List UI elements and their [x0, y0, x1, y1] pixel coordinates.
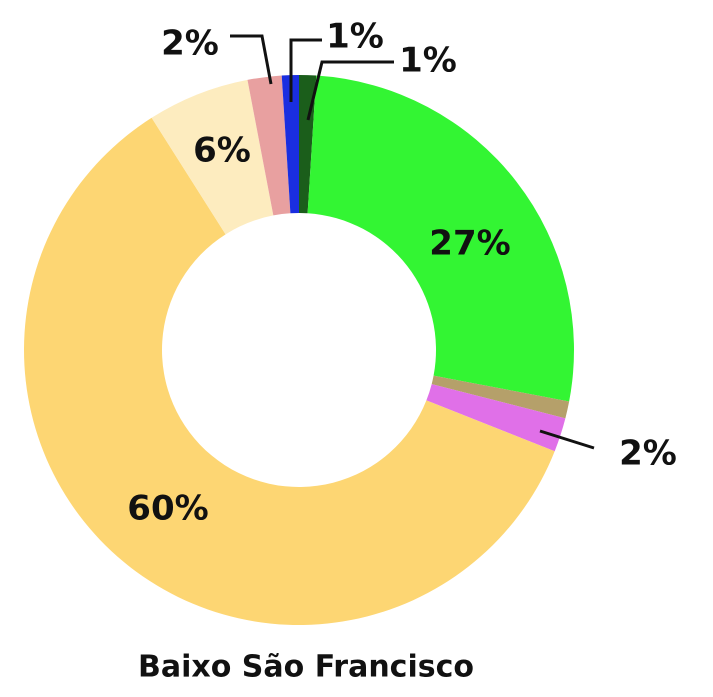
data-label: 60%	[127, 489, 208, 529]
donut-slice	[307, 75, 574, 402]
data-label: 6%	[193, 131, 251, 171]
leader-line	[289, 38, 322, 102]
data-label: 1%	[326, 17, 384, 57]
donut-slice	[247, 75, 291, 216]
donut-slice	[151, 79, 274, 235]
donut-slice	[431, 375, 570, 419]
chart-title: Baixo São Francisco	[138, 650, 474, 685]
donut-slice	[426, 384, 566, 452]
data-label: 27%	[429, 224, 510, 264]
data-label: 2%	[619, 434, 677, 474]
leader-line	[539, 429, 595, 450]
donut-slice	[281, 75, 299, 214]
leader-line	[306, 60, 394, 121]
donut-slice	[24, 117, 555, 626]
data-label: 2%	[161, 24, 219, 64]
data-label: 1%	[399, 41, 457, 81]
leader-line	[230, 34, 273, 85]
